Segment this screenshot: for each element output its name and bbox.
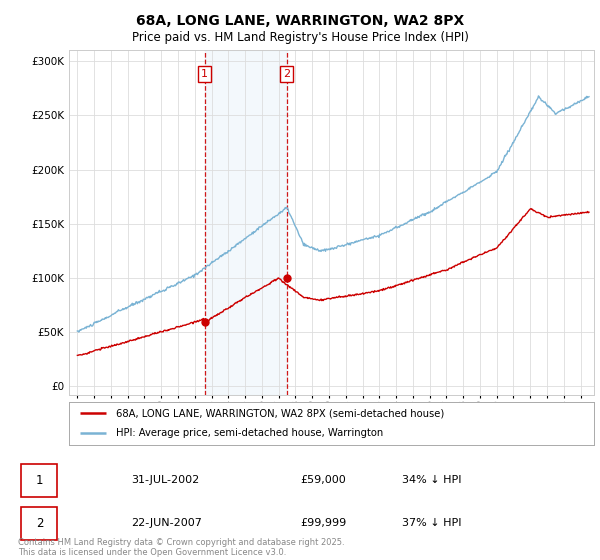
Text: HPI: Average price, semi-detached house, Warrington: HPI: Average price, semi-detached house,… xyxy=(116,428,383,438)
Bar xyxy=(205,50,287,395)
Text: £59,000: £59,000 xyxy=(300,475,346,485)
Text: 22-JUN-2007: 22-JUN-2007 xyxy=(131,519,202,528)
FancyBboxPatch shape xyxy=(21,464,58,497)
Text: 68A, LONG LANE, WARRINGTON, WA2 8PX (semi-detached house): 68A, LONG LANE, WARRINGTON, WA2 8PX (sem… xyxy=(116,408,445,418)
Text: 31-JUL-2002: 31-JUL-2002 xyxy=(131,475,199,485)
Text: 1: 1 xyxy=(35,474,43,487)
FancyBboxPatch shape xyxy=(21,507,58,540)
Text: 68A, LONG LANE, WARRINGTON, WA2 8PX: 68A, LONG LANE, WARRINGTON, WA2 8PX xyxy=(136,14,464,28)
Text: Contains HM Land Registry data © Crown copyright and database right 2025.
This d: Contains HM Land Registry data © Crown c… xyxy=(18,538,344,557)
Text: £99,999: £99,999 xyxy=(300,519,346,528)
Text: 37% ↓ HPI: 37% ↓ HPI xyxy=(401,519,461,528)
Text: 2: 2 xyxy=(283,69,290,79)
Text: 34% ↓ HPI: 34% ↓ HPI xyxy=(401,475,461,485)
Text: 1: 1 xyxy=(201,69,208,79)
Text: 2: 2 xyxy=(35,517,43,530)
Text: Price paid vs. HM Land Registry's House Price Index (HPI): Price paid vs. HM Land Registry's House … xyxy=(131,31,469,44)
